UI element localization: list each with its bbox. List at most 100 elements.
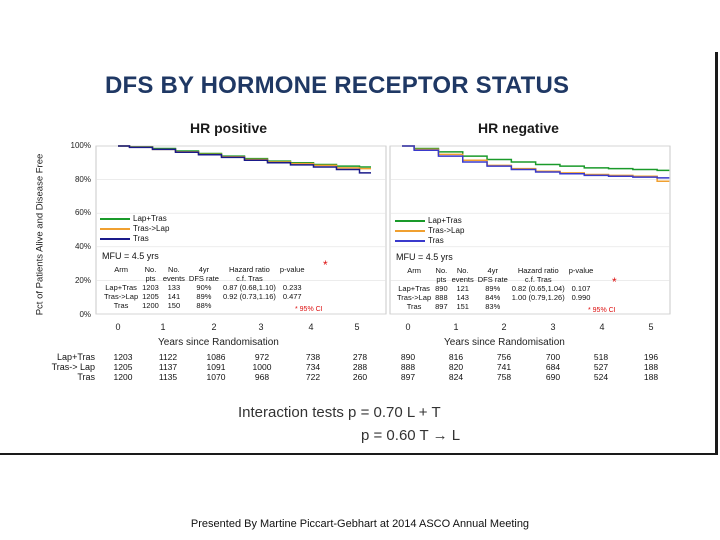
- header-cell: events: [162, 274, 185, 283]
- legend-swatch-lap-tras: [100, 218, 130, 220]
- at-risk-value: 968: [254, 372, 270, 382]
- legend-label: Tras->Lap: [133, 224, 170, 233]
- header-cell: No.: [435, 266, 448, 275]
- at-risk-value: 1000: [252, 362, 272, 372]
- legend-item-tras-lap: Tras->Lap: [100, 224, 169, 234]
- at-risk-value: 684: [545, 362, 561, 372]
- at-risk-value: 188: [643, 362, 659, 372]
- cell: Tras: [406, 302, 422, 311]
- table-star-right: *: [612, 275, 617, 289]
- at-risk-value: 758: [496, 372, 512, 382]
- x-tick-2-left: 2: [211, 322, 217, 332]
- header-cell: No.: [168, 265, 180, 274]
- x-tick-0-right: 0: [405, 322, 411, 332]
- at-risk-value: 820: [448, 362, 464, 372]
- at-risk-value: 756: [496, 352, 512, 362]
- header-cell: Hazard ratio: [517, 266, 559, 275]
- y-axis-label: Pct of Patients Alive and Disease Free: [34, 153, 46, 316]
- ci-note-left: * 95% CI: [295, 306, 323, 313]
- mfu-left: MFU = 4.5 yrs: [102, 251, 159, 261]
- risk-label-lap-tras: Lap+Tras: [57, 352, 95, 362]
- legend-label: Tras: [133, 234, 149, 243]
- table-row: Tras 1200 150 88%: [102, 301, 307, 310]
- cell: 1205: [142, 292, 159, 301]
- at-risk-value: 722: [305, 372, 321, 382]
- y-tick-0: 0%: [79, 310, 91, 319]
- cell: Lap+Tras: [398, 284, 430, 293]
- legend-item-tras-lap: Tras->Lap: [395, 226, 464, 236]
- y-tick-80: 80%: [74, 175, 91, 184]
- stats-table-right: Arm No. No. 4yr Hazard ratio p-value pts…: [395, 266, 595, 311]
- legend-swatch-tras-lap: [100, 228, 130, 230]
- cell: 151: [456, 302, 469, 311]
- at-risk-value: 738: [305, 352, 321, 362]
- legend-swatch-tras: [395, 240, 425, 242]
- header-cell: p-value: [279, 265, 305, 274]
- at-risk-value: 196: [643, 352, 659, 362]
- at-risk-value: 897: [400, 372, 416, 382]
- at-risk-value: 888: [400, 362, 416, 372]
- header-cell: 4yr: [198, 265, 210, 274]
- header-cell: events: [451, 275, 474, 284]
- panel-title-hr-positive: HR positive: [190, 120, 268, 136]
- table-row: Lap+Tras 1203 133 90% 0.87 (0.68,1.10) 0…: [102, 283, 307, 292]
- cell: [510, 302, 567, 311]
- at-risk-value: 1137: [158, 362, 178, 372]
- at-risk-value: 1200: [113, 372, 133, 382]
- table-row: Tras->Lap 888 143 84% 1.00 (0.79,1.26) 0…: [395, 293, 595, 302]
- at-risk-value: 890: [400, 352, 416, 362]
- cell: 150: [167, 301, 181, 310]
- x-tick-5-left: 5: [354, 322, 360, 332]
- at-risk-value: 824: [448, 372, 464, 382]
- header-cell: No.: [456, 266, 469, 275]
- cell: 0.990: [571, 293, 591, 302]
- cell: 1200: [142, 301, 159, 310]
- legend-label: Tras: [428, 236, 444, 245]
- at-risk-value: 1091: [206, 362, 226, 372]
- at-risk-value: 518: [593, 352, 609, 362]
- cell: Tras: [113, 301, 129, 310]
- cell: 143: [456, 293, 469, 302]
- risk-label-tras: Tras: [77, 372, 95, 382]
- cell: 90%: [196, 283, 212, 292]
- header-cell: 4yr: [487, 266, 498, 275]
- mfu-right: MFU = 4.5 yrs: [396, 252, 453, 262]
- cell: 897: [435, 302, 448, 311]
- x-tick-1-right: 1: [453, 322, 459, 332]
- table-star-left: *: [323, 258, 328, 272]
- stats-header-row: Arm No. No. 4yr Hazard ratio p-value: [395, 266, 595, 275]
- right-border-rule: [715, 52, 718, 454]
- at-risk-value: 260: [352, 372, 368, 382]
- cell: 0.233: [282, 283, 302, 292]
- legend-item-tras: Tras: [100, 234, 169, 244]
- cell: 0.107: [571, 284, 591, 293]
- x-tick-1-left: 1: [160, 322, 166, 332]
- at-risk-value: 288: [352, 362, 368, 372]
- header-cell: [395, 275, 433, 284]
- header-cell: [567, 275, 596, 284]
- at-risk-value: 700: [545, 352, 561, 362]
- header-cell: [102, 274, 140, 283]
- cell: 1203: [142, 283, 159, 292]
- header-cell: Arm: [114, 265, 128, 274]
- header-cell: Hazard ratio: [228, 265, 270, 274]
- cell: 89%: [485, 284, 501, 293]
- cell: 0.92 (0.73,1.16): [222, 292, 276, 301]
- legend-label: Lap+Tras: [133, 214, 167, 223]
- at-risk-value: 1135: [158, 372, 178, 382]
- ci-note-right: * 95% CI: [588, 307, 616, 314]
- slide-title: DFS BY HORMONE RECEPTOR STATUS: [105, 72, 570, 99]
- cell: Tras->Lap: [104, 292, 139, 301]
- at-risk-value: 278: [352, 352, 368, 362]
- header-cell: DFS rate: [188, 274, 219, 283]
- at-risk-value: 1070: [206, 372, 226, 382]
- y-tick-100: 100%: [70, 141, 91, 150]
- panel-title-hr-negative: HR negative: [478, 120, 559, 136]
- series-line-tras: [402, 145, 670, 179]
- legend-item-tras: Tras: [395, 236, 464, 246]
- legend-label: Lap+Tras: [428, 216, 462, 225]
- cell: 83%: [485, 302, 501, 311]
- cell: 141: [167, 292, 181, 301]
- cell: 0.87 (0.68,1.10): [222, 283, 276, 292]
- bottom-border-rule: [0, 453, 718, 455]
